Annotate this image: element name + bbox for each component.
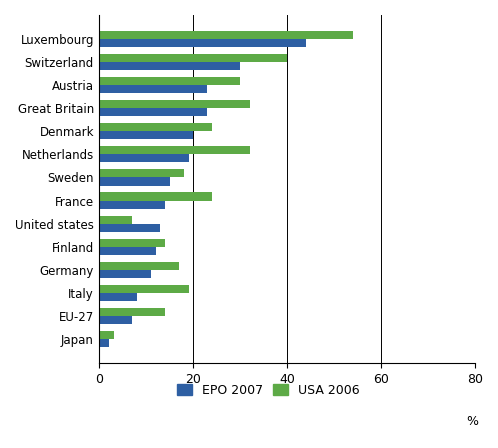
Bar [100, 316, 132, 324]
Bar [100, 31, 353, 39]
Bar [100, 54, 287, 62]
Bar [100, 262, 179, 270]
Bar [100, 62, 240, 70]
Legend: EPO 2007, USA 2006: EPO 2007, USA 2006 [172, 379, 365, 402]
Bar [100, 308, 165, 316]
Bar [100, 100, 249, 108]
Bar [100, 224, 160, 232]
Bar [100, 169, 184, 177]
Bar [100, 123, 212, 131]
Bar [100, 239, 165, 247]
Text: %: % [466, 415, 478, 428]
Bar [100, 201, 165, 209]
Bar [100, 331, 114, 339]
Bar [100, 285, 189, 293]
Bar [100, 77, 240, 85]
Bar [100, 39, 306, 47]
Bar [100, 155, 189, 163]
Bar [100, 146, 249, 155]
Bar [100, 247, 156, 255]
Bar [100, 215, 132, 224]
Bar [100, 339, 109, 347]
Bar [100, 108, 207, 116]
Bar [100, 85, 207, 93]
Bar [100, 270, 151, 278]
Bar [100, 193, 212, 201]
Bar [100, 131, 193, 139]
Bar [100, 293, 137, 301]
Bar [100, 177, 170, 185]
